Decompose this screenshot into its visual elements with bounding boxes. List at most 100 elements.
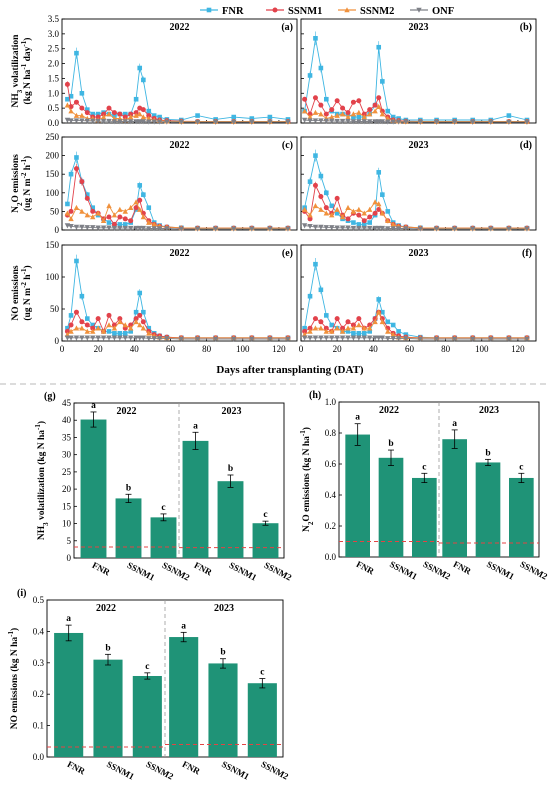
data-point-onf [470,119,476,125]
significance-letter: a [181,621,186,631]
data-point-fnr [367,220,372,225]
ylabel-part: ) [22,265,33,268]
data-point-fnr [385,108,391,114]
data-point-fnr [385,209,391,214]
data-point-ssnm1 [340,105,346,111]
data-point-onf [84,335,91,341]
panel-label: (i) [17,588,26,599]
data-point-fnr [376,44,382,50]
year-label: 2023 [222,406,242,417]
data-point-ssnm2 [90,214,96,220]
ylabel-part: -1 [20,63,28,69]
data-point-ssnm2 [339,214,346,220]
ylabel-part: -1 [34,424,42,430]
data-point-onf [433,226,440,232]
data-point-onf [334,335,340,341]
ylabel-part: -2 [20,282,28,288]
y-tick-label: 50 [50,304,60,314]
data-point-ssnm2 [68,108,74,114]
data-point-ssnm1 [95,114,101,120]
data-point-ssnm2 [372,108,378,114]
data-point-onf [68,118,74,124]
data-point-ssnm1 [334,195,340,201]
series-line-fnr [66,155,288,229]
y-tick-label: 30 [62,450,72,460]
data-point-onf [212,226,219,232]
significance-letter: c [519,462,523,472]
data-point-fnr [74,50,79,56]
data-point-onf [106,225,112,231]
data-point-ssnm1 [84,195,90,201]
data-point-ssnm2 [356,109,362,115]
ylabel-part: ) [22,38,33,41]
data-point-ssnm2 [323,328,330,334]
bar-fnr-2022 [345,434,370,557]
data-point-ssnm1 [84,110,90,116]
data-point-fnr [390,114,396,120]
data-point-ssnm1 [334,98,340,104]
data-point-onf [64,335,71,341]
series-line-fnr [66,260,288,339]
data-point-ssnm1 [111,221,117,227]
data-point-onf [127,119,134,125]
ylabel-part: volatilization [11,34,21,90]
data-point-fnr [151,113,157,118]
data-point-ssnm1 [323,325,329,331]
line-panel-d: 2023 (d) [300,136,537,232]
data-point-onf [390,119,396,125]
x-axis-label: Days after transplanting (DAT) [216,364,364,376]
y-tick-label: 0.8 [325,428,337,438]
bar-ssnm2-2023 [247,683,277,757]
data-point-ssnm2 [122,322,128,328]
ylabel-part: (ug N m [22,288,33,321]
data-point-onf [194,336,201,342]
y-tick-label: 0 [55,225,60,235]
data-point-onf [301,117,308,123]
data-point-onf [395,336,402,342]
data-point-onf [312,335,319,341]
data-point-ssnm1 [356,98,362,104]
data-point-onf [151,336,157,342]
data-point-onf [390,336,396,342]
data-point-ssnm1 [122,216,128,222]
year-label: 2023 [409,140,429,151]
data-point-fnr [146,325,152,331]
data-point-fnr [361,331,367,336]
data-point-ssnm2 [137,322,143,328]
data-point-ssnm1 [90,325,96,331]
data-point-ssnm1 [137,312,143,318]
data-point-fnr [318,65,324,71]
significance-letter: a [91,401,96,411]
data-point-onf [146,226,152,232]
legend-marker [344,7,350,13]
data-point-fnr [106,220,112,225]
ylabel-part: -1 [20,268,28,274]
data-point-onf [146,119,152,125]
data-point-ssnm1 [302,328,308,334]
ylabel-part: (ug N m [22,178,33,211]
data-point-ssnm1 [122,114,128,120]
year-label: 2022 [117,406,137,417]
x-category-label: FNR [181,759,202,777]
data-point-fnr [133,96,139,102]
data-point-fnr [65,96,70,102]
data-point-onf [524,336,530,342]
bar-panel-h: (h) 0.0 0.2 0.4 0.6 0.8 1.0 2022 a FNR b SSNM1 c SSNM… [299,390,550,582]
data-point-onf [403,226,409,232]
data-point-onf [356,335,362,341]
data-point-fnr [68,93,74,99]
data-point-ssnm2 [122,208,128,214]
data-point-fnr [380,309,385,315]
data-point-ssnm2 [73,204,80,210]
y-tick-label: 1.5 [48,73,60,83]
legend-item-onf: ONF [410,6,454,17]
data-point-fnr [396,329,401,334]
y-axis-label: N2O emissions (kg N ha-1) [299,427,315,532]
data-point-fnr [302,325,307,331]
data-point-ssnm2 [329,212,335,218]
data-point-fnr [79,90,85,96]
data-point-fnr [79,293,85,299]
x-tick-label: 20 [333,344,343,354]
data-point-ssnm2 [95,210,101,216]
data-point-onf [488,226,494,232]
